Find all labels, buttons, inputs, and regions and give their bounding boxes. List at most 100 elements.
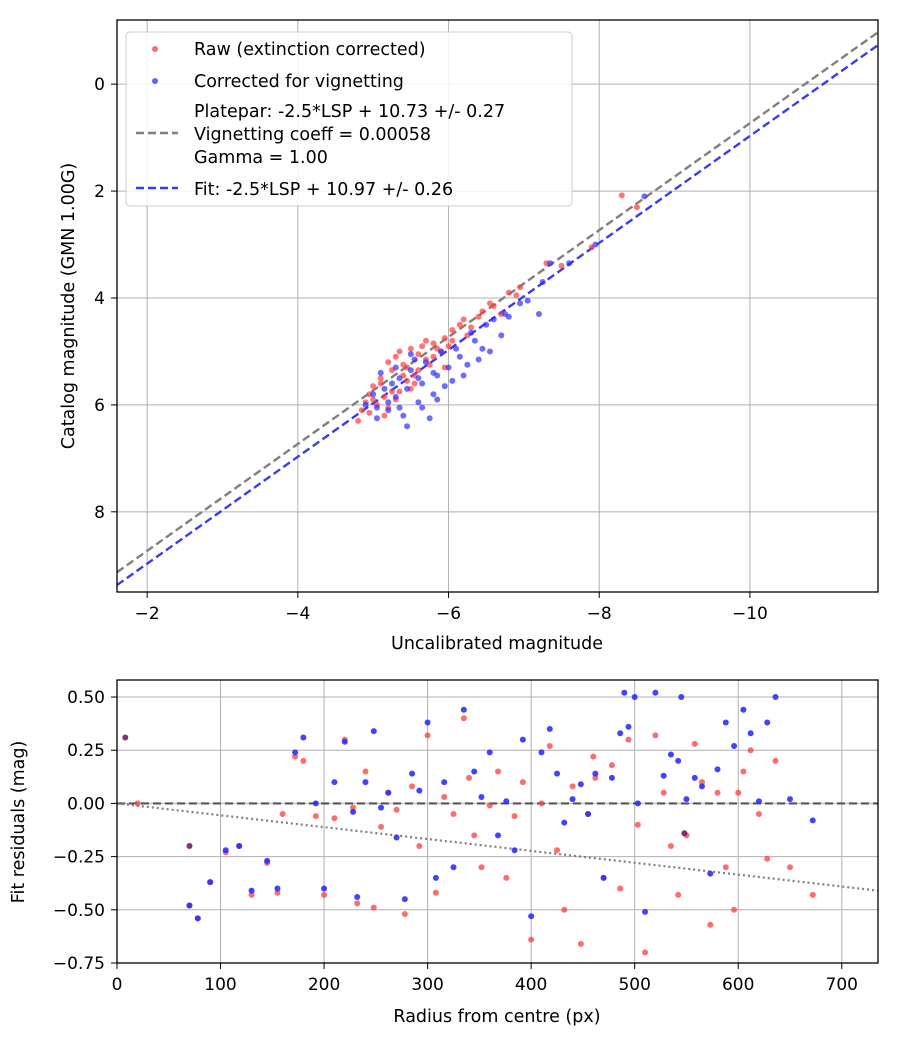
top-raw-point xyxy=(441,335,448,342)
top-raw-point xyxy=(385,359,392,366)
top-corrected-point xyxy=(377,369,384,376)
bottom-corrected-point xyxy=(722,719,729,726)
bottom-x-tick-label: 700 xyxy=(826,975,858,995)
top-corrected-point xyxy=(381,385,388,392)
bottom-raw-point xyxy=(764,855,771,862)
top-raw-point xyxy=(370,383,377,390)
bottom-corrected-point xyxy=(675,757,682,764)
legend-raw-label: Raw (extinction corrected) xyxy=(194,40,426,60)
top-raw-point xyxy=(618,192,625,199)
bottom-y-tick-label: 0.50 xyxy=(67,688,105,708)
bottom-corrected-point xyxy=(362,779,369,786)
top-legend: Raw (extinction corrected) Corrected for… xyxy=(125,31,573,207)
top-corrected-point xyxy=(407,351,414,358)
bottom-corrected-point xyxy=(511,847,518,854)
top-corrected-point xyxy=(373,415,380,422)
top-x-tick-label: −6 xyxy=(436,604,461,624)
legend-fit-label: Fit: -2.5*LSP + 10.97 +/- 0.26 xyxy=(194,180,453,200)
top-raw-point xyxy=(407,345,414,352)
bottom-raw-point xyxy=(401,911,408,918)
top-corrected-point xyxy=(422,359,429,366)
bottom-raw-point xyxy=(634,821,641,828)
bottom-corrected-point xyxy=(460,706,467,713)
top-y-tick-label: 2 xyxy=(94,182,105,202)
bottom-corrected-point xyxy=(432,874,439,881)
top-raw-point xyxy=(422,337,429,344)
bottom-x-tick-label: 600 xyxy=(722,975,754,995)
bottom-corrected-point xyxy=(378,804,385,811)
top-raw-point xyxy=(377,380,384,387)
top-raw-point xyxy=(468,324,475,331)
top-y-tick-label: 8 xyxy=(94,503,105,523)
bottom-corrected-point xyxy=(772,694,779,701)
bottom-raw-point xyxy=(786,864,793,871)
bottom-corrected-point xyxy=(731,742,738,749)
top-raw-point xyxy=(415,351,422,358)
bottom-y-tick-label: 0.25 xyxy=(67,741,105,761)
top-x-axis-label: Uncalibrated magnitude xyxy=(391,634,603,654)
bottom-raw-point xyxy=(667,842,674,849)
top-corrected-point xyxy=(479,345,486,352)
bottom-corrected-point xyxy=(341,738,348,745)
bottom-raw-point xyxy=(617,885,624,892)
bottom-raw-point xyxy=(577,940,584,947)
legend-box xyxy=(125,31,573,207)
bottom-corrected-point xyxy=(450,864,457,871)
top-corrected-point xyxy=(445,364,452,371)
bottom-corrected-point xyxy=(809,817,816,824)
bottom-corrected-point xyxy=(264,857,271,864)
bottom-corrected-point xyxy=(600,874,607,881)
bottom-corrected-point xyxy=(186,902,193,909)
top-corrected-point xyxy=(517,300,524,307)
top-ticks: −2 −4 −6 −8 −10 0 2 4 6 8 xyxy=(94,75,768,624)
bottom-raw-point xyxy=(660,789,667,796)
bottom-corrected-point xyxy=(486,749,493,756)
top-corrected-point xyxy=(385,407,392,414)
bottom-raw-point xyxy=(350,804,357,811)
bottom-corrected-point xyxy=(714,766,721,773)
bottom-raw-point xyxy=(625,736,632,743)
top-corrected-point xyxy=(434,396,441,403)
bottom-raw-point xyxy=(248,891,255,898)
bottom-corrected-point xyxy=(370,728,377,735)
bottom-raw-point xyxy=(747,747,754,754)
top-corrected-point xyxy=(404,423,411,430)
top-raw-point xyxy=(430,353,437,360)
bottom-raw-point xyxy=(274,889,281,896)
bottom-raw-point xyxy=(279,811,286,818)
bottom-corrected-point xyxy=(569,796,576,803)
bottom-raw-point xyxy=(331,815,338,822)
top-corrected-point xyxy=(404,385,411,392)
bottom-corrected-point xyxy=(538,749,545,756)
bottom-raw-point xyxy=(503,874,510,881)
top-corrected-point xyxy=(547,260,554,267)
bottom-corrected-point xyxy=(503,798,510,805)
bottom-overlap-point xyxy=(681,830,688,837)
top-corrected-point xyxy=(415,375,422,382)
top-corrected-point xyxy=(505,313,512,320)
bottom-raw-point xyxy=(698,779,705,786)
bottom-x-tick-label: 200 xyxy=(308,975,340,995)
bottom-corrected-point xyxy=(393,834,400,841)
top-raw-point xyxy=(513,292,520,299)
legend-platepar-label-3: Gamma = 1.00 xyxy=(194,148,328,168)
top-raw-point xyxy=(558,262,565,269)
bottom-corrected-point xyxy=(312,800,319,807)
top-corrected-point xyxy=(370,391,377,398)
bottom-corrected-point xyxy=(354,894,361,901)
bottom-x-tick-label: 0 xyxy=(112,975,123,995)
top-scatter-points xyxy=(355,192,648,430)
bottom-corrected-point xyxy=(667,751,674,758)
bottom-raw-point xyxy=(569,783,576,790)
bottom-raw-point xyxy=(471,832,478,839)
top-corrected-point xyxy=(389,380,396,387)
bottom-raw-point xyxy=(675,891,682,898)
bottom-overlap-point xyxy=(122,734,129,741)
top-raw-point xyxy=(430,340,437,347)
bottom-raw-point xyxy=(450,811,457,818)
bottom-raw-point xyxy=(511,813,518,820)
bottom-raw-point xyxy=(772,757,779,764)
bottom-raw-point xyxy=(478,864,485,871)
top-raw-point xyxy=(475,313,482,320)
